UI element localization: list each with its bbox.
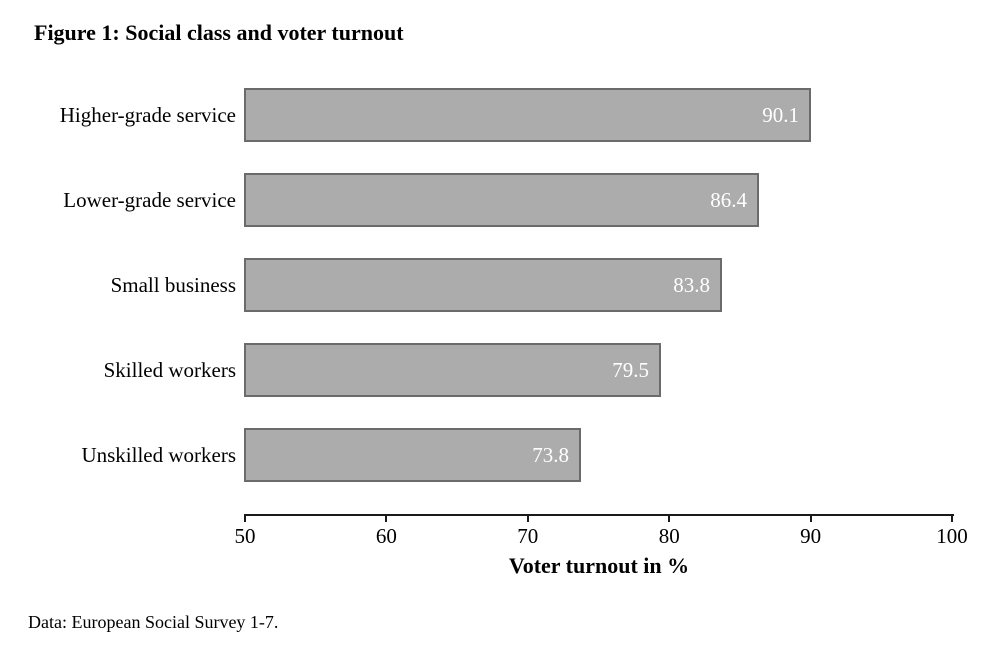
category-label: Skilled workers [103, 358, 236, 382]
x-axis-tick-label: 70 [517, 524, 539, 548]
turnout-bar: 86.4 [244, 173, 759, 227]
bar-value-label: 83.8 [673, 272, 710, 297]
category-label: Lower-grade service [63, 188, 236, 212]
x-axis-tick [809, 516, 812, 522]
turnout-bar: 79.5 [244, 343, 661, 397]
figure-title: Figure 1: Social class and voter turnout [34, 20, 404, 45]
x-axis-line [244, 514, 954, 516]
x-axis-tick-label: 90 [800, 524, 822, 548]
bar-value-label: 86.4 [710, 187, 747, 212]
x-axis-tick [526, 516, 529, 522]
turnout-bar: 73.8 [244, 428, 581, 482]
x-axis-tick [244, 516, 246, 522]
x-axis-tick-label: 80 [658, 524, 680, 548]
turnout-bar: 90.1 [244, 88, 811, 142]
category-label: Higher-grade service [59, 103, 236, 127]
x-axis-tick [951, 516, 953, 522]
turnout-bar: 83.8 [244, 258, 722, 312]
bar-value-label: 73.8 [532, 442, 569, 467]
x-axis-label: Voter turnout in % [508, 553, 690, 578]
category-label: Unskilled workers [81, 443, 236, 467]
x-axis-tick [668, 516, 671, 522]
x-axis-tick-label: 50 [234, 524, 256, 548]
data-source-note: Data: European Social Survey 1-7. [28, 612, 279, 632]
category-label: Small business [110, 273, 236, 297]
bar-value-label: 90.1 [762, 102, 799, 127]
x-axis-tick-label: 60 [375, 524, 397, 548]
bar-value-label: 79.5 [612, 357, 649, 382]
x-axis-tick [385, 516, 388, 522]
x-axis-tick-label: 100 [936, 524, 968, 548]
